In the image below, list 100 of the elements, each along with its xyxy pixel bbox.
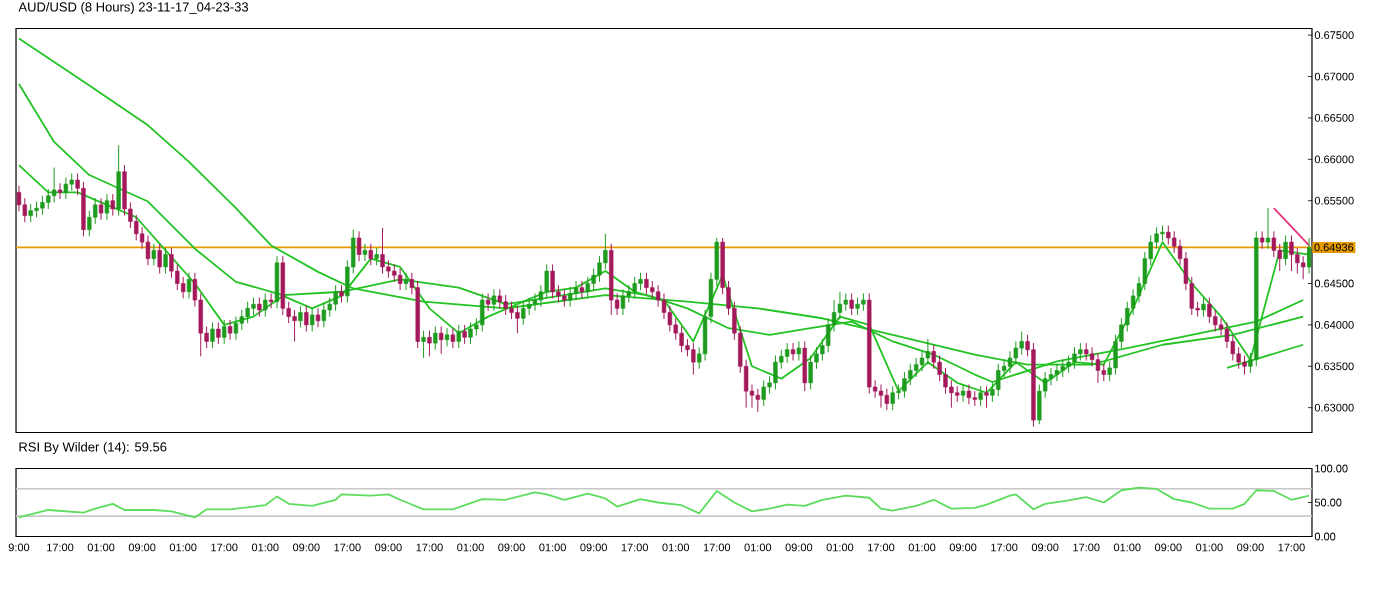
candlestick (1259, 230, 1265, 249)
candlestick (1166, 224, 1171, 245)
candlestick (233, 315, 239, 341)
candlestick (151, 243, 157, 266)
candlestick (274, 255, 280, 309)
candlestick (913, 357, 919, 378)
candlestick (380, 227, 385, 274)
candlestick (1013, 340, 1019, 365)
candlestick (485, 292, 491, 312)
candlestick (163, 247, 168, 274)
candlestick (315, 307, 321, 328)
candlestick (902, 371, 907, 398)
candlestick (444, 327, 450, 347)
candlestick (280, 255, 286, 316)
candlestick (796, 340, 802, 361)
candlestick (480, 292, 485, 332)
candlestick (878, 383, 884, 408)
candlestick (1201, 296, 1206, 317)
candlestick (1283, 234, 1288, 266)
candlestick (356, 230, 362, 262)
candlestick (462, 324, 467, 345)
candlestick (978, 385, 983, 407)
candlestick (497, 288, 502, 309)
candlestick (849, 292, 854, 316)
candlestick (632, 276, 637, 299)
candlestick (333, 284, 338, 312)
candlestick (890, 385, 895, 411)
candlestick (28, 203, 33, 223)
candlestick (403, 271, 409, 291)
candlestick (51, 166, 57, 203)
candlestick (81, 180, 86, 237)
candlestick (790, 342, 796, 361)
candlestick (63, 176, 69, 200)
candlestick (362, 243, 368, 262)
candlestick (515, 305, 520, 334)
candlestick (544, 263, 549, 299)
candlestick (521, 300, 526, 326)
line-series (18, 486, 1310, 519)
candlestick (1095, 352, 1101, 384)
candlestick (966, 383, 972, 405)
candlestick (1289, 234, 1294, 272)
candlestick (585, 276, 590, 299)
candlestick (98, 197, 104, 220)
candlestick (1265, 207, 1271, 249)
candlestick (450, 327, 456, 349)
candlestick (984, 385, 989, 408)
candlestick (925, 338, 931, 365)
candlestick (268, 292, 274, 309)
candlestick (263, 292, 268, 317)
candlestick (550, 263, 555, 299)
candlestick (216, 321, 221, 345)
candlestick (222, 319, 227, 345)
candlestick (620, 288, 626, 316)
candlestick (210, 321, 215, 349)
candlestick (104, 193, 110, 220)
candlestick (884, 387, 890, 411)
candlestick (309, 307, 315, 332)
candlestick (1242, 354, 1247, 375)
candlestick (433, 325, 438, 350)
candlestick (679, 325, 684, 353)
candlestick (456, 324, 461, 349)
candlestick (1207, 296, 1212, 324)
candlestick (579, 280, 585, 299)
candlestick (427, 329, 432, 357)
candlestick (227, 319, 233, 341)
candlestick (996, 363, 1001, 397)
candlestick (116, 144, 121, 216)
candlestick (245, 300, 250, 324)
candlestick (784, 342, 790, 364)
candlestick (110, 193, 115, 216)
candlestick (1072, 346, 1077, 370)
candlestick (691, 342, 696, 375)
candlestick (368, 243, 373, 266)
candlestick (960, 383, 966, 403)
candlestick (397, 267, 403, 291)
candlestick (186, 271, 192, 299)
candlestick (773, 354, 778, 390)
candlestick (40, 194, 45, 216)
candlestick (468, 321, 473, 345)
candlestick (438, 325, 444, 355)
candlestick (292, 309, 297, 342)
candlestick (761, 379, 766, 407)
candlestick (145, 234, 151, 266)
candlestick (802, 340, 807, 392)
candlestick (298, 305, 303, 328)
candlestick (1054, 363, 1060, 382)
candlestick (808, 354, 813, 390)
candlestick (568, 286, 573, 307)
candlestick (503, 294, 508, 316)
candlestick (644, 271, 649, 295)
candlestick (321, 302, 327, 328)
candlestick (573, 280, 579, 301)
candlestick (1301, 255, 1306, 280)
candlestick (491, 288, 497, 312)
candlestick (57, 182, 63, 200)
candlestick (421, 329, 426, 359)
candlestick (157, 243, 162, 274)
candlestick (755, 387, 761, 413)
candlestick (304, 305, 309, 332)
candlestick (532, 292, 538, 312)
